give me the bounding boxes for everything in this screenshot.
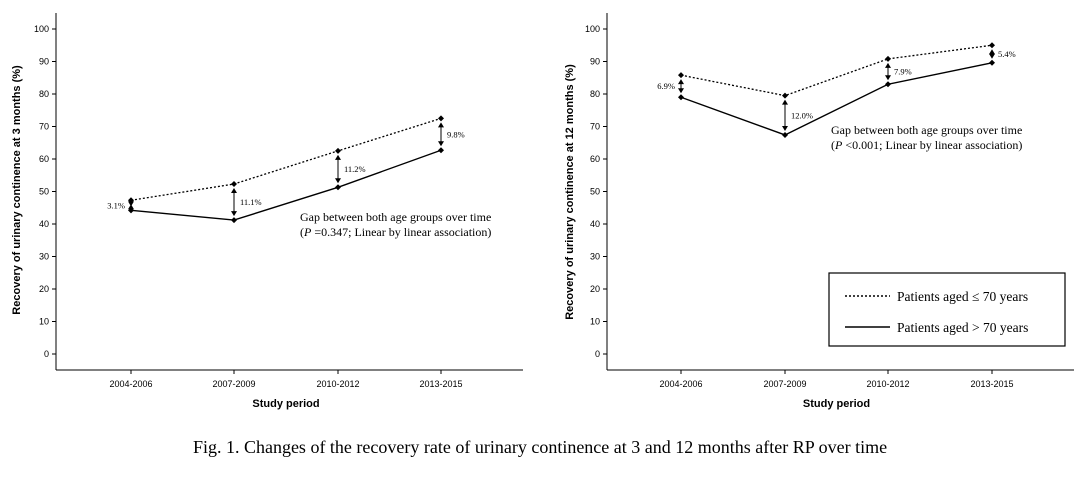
gap-label: 7.9% [894,67,912,77]
y-tick-label: 80 [39,89,49,99]
data-point-le70 [885,55,891,62]
y-axis-label: Recovery of urinary continence at 12 mon… [564,64,576,320]
y-tick-label: 10 [590,317,600,327]
x-axis-label: Study period [252,398,319,410]
y-tick-label: 60 [39,154,49,164]
x-tick-label: 2013-2015 [419,379,462,389]
y-axis-label: Recovery of urinary continence at 3 mont… [11,65,23,315]
x-tick-label: 2004-2006 [659,379,702,389]
p-value-symbol: P [834,138,843,152]
gap-arrowhead-down [989,53,995,59]
y-tick-label: 50 [39,187,49,197]
gap-label: 11.2% [344,164,366,174]
chart-panel-2: 0 10 20 30 40 50 60 70 80 90 100 2004-2006 2007-2009… [564,13,1074,410]
gap-arrowhead-down [335,178,341,184]
y-tick-label: 0 [595,349,600,359]
data-point-gt70 [335,184,341,191]
gap-arrowhead-up [989,49,995,55]
legend-label: Patients aged > 70 years [897,320,1028,335]
gap-arrowhead-up [335,154,341,160]
data-point-le70 [231,181,237,188]
data-point-gt70 [438,147,444,154]
x-tick-label: 2007-2009 [763,379,806,389]
gap-annotation-line1: Gap between both age groups over time [300,210,491,224]
series-line-le70 [680,44,993,97]
x-tick-label: 2007-2009 [212,379,255,389]
y-tick-label: 20 [590,284,600,294]
y-tick-label: 60 [590,154,600,164]
gap-label: 3.1% [107,200,125,210]
data-point-le70 [678,72,684,79]
data-point-le70 [438,115,444,122]
gap-arrowhead-down [782,125,788,131]
gap-label: 5.4% [998,49,1016,59]
y-tick-label: 90 [39,57,49,67]
gap-arrowhead-up [438,122,444,128]
data-point-le70 [335,147,341,154]
y-tick-label: 40 [39,219,49,229]
gap-arrowhead-down [678,88,684,94]
x-tick-label: 2013-2015 [970,379,1013,389]
x-axis-label: Study period [803,398,870,410]
x-tick-label: 2010-2012 [316,379,359,389]
gap-label: 6.9% [657,81,675,91]
series-line-gt70 [680,62,993,136]
gap-arrowhead-up [678,79,684,85]
p-value-text: <0.001; Linear by linear association) [842,138,1022,152]
gap-arrowhead-down [128,201,134,207]
gap-label: 11.1% [240,197,262,207]
x-tick-label: 2010-2012 [866,379,909,389]
data-point-gt70 [885,81,891,88]
data-point-le70 [989,42,995,49]
y-tick-label: 100 [34,24,49,34]
gap-annotation-line2: (P <0.001; Linear by linear association) [831,138,1022,152]
gap-arrowhead-down [885,75,891,81]
y-tick-label: 100 [585,24,600,34]
gap-arrowhead-up [885,62,891,68]
y-tick-label: 70 [39,122,49,132]
data-point-gt70 [989,59,995,66]
y-tick-label: 50 [590,187,600,197]
gap-arrowhead-up [128,204,134,210]
gap-annotation-line1: Gap between both age groups over time [831,123,1022,137]
data-point-gt70 [678,94,684,101]
gap-arrowhead-down [438,141,444,147]
y-tick-label: 20 [39,284,49,294]
data-point-le70 [782,92,788,99]
series-line-le70 [130,117,442,201]
y-tick-label: 80 [590,89,600,99]
y-tick-label: 30 [39,252,49,262]
data-point-gt70 [782,131,788,138]
figure-caption: Fig. 1. Changes of the recovery rate of … [192,437,888,457]
data-point-gt70 [231,217,237,224]
legend-box [828,272,1066,347]
gap-arrowhead-up [782,99,788,105]
y-tick-label: 0 [44,349,49,359]
gap-label: 12.0% [791,110,813,120]
y-tick-label: 10 [39,317,49,327]
y-tick-label: 40 [590,219,600,229]
y-tick-label: 90 [590,57,600,67]
p-value-text: =0.347; Linear by linear association) [311,225,491,239]
y-tick-label: 70 [590,122,600,132]
p-value-symbol: P [303,225,312,239]
x-tick-label: 2004-2006 [109,379,152,389]
gap-annotation-line2: (P =0.347; Linear by linear association) [300,225,491,239]
gap-label: 9.8% [447,129,465,139]
y-tick-label: 30 [590,252,600,262]
gap-arrowhead-up [231,188,237,194]
legend: Patients aged ≤ 70 years Patients aged > … [828,272,1066,347]
chart-panel-1: 0 10 20 30 40 50 60 70 80 90 100 2004-2006 2007-2009… [11,13,523,410]
series-line-gt70 [130,149,442,221]
legend-label: Patients aged ≤ 70 years [897,289,1028,304]
gap-arrowhead-down [231,211,237,217]
